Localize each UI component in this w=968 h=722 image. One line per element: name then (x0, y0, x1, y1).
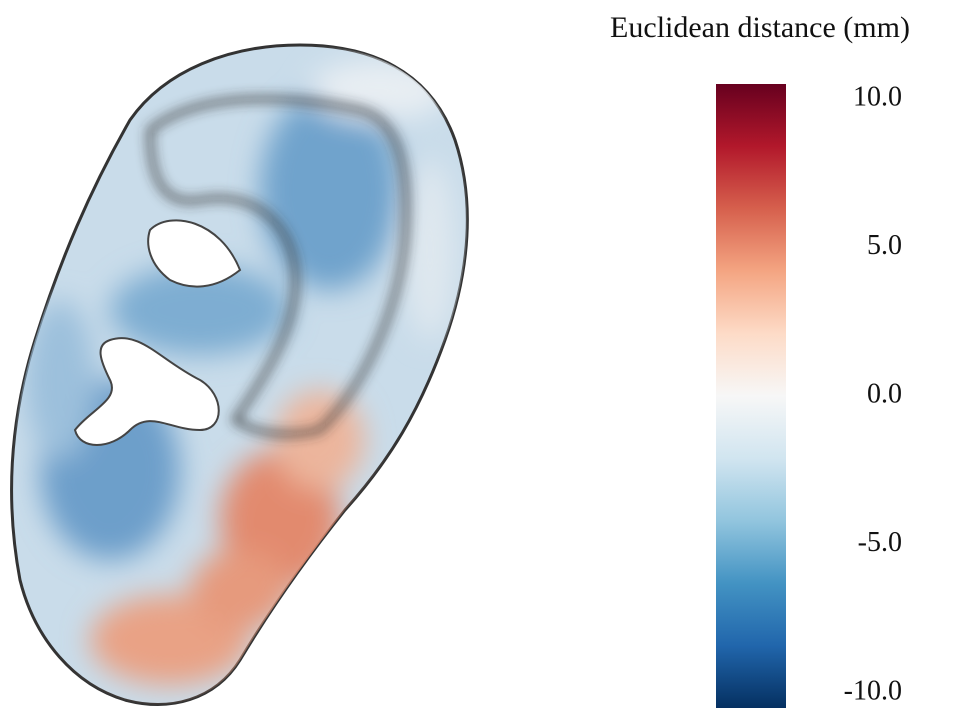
tick-label: -10.0 (844, 676, 902, 707)
tick-label: -5.0 (858, 527, 902, 558)
tick-label: 0.0 (867, 378, 902, 409)
figure: Euclidean distance (mm) 10.0 5.0 0.0 -5.0 -1… (0, 0, 968, 722)
tick-label: 10.0 (853, 81, 902, 112)
colorbar (716, 84, 786, 708)
tick-label: 5.0 (867, 230, 902, 261)
colorbar-title: Euclidean distance (mm) (610, 11, 910, 44)
ear-render (12, 45, 468, 704)
